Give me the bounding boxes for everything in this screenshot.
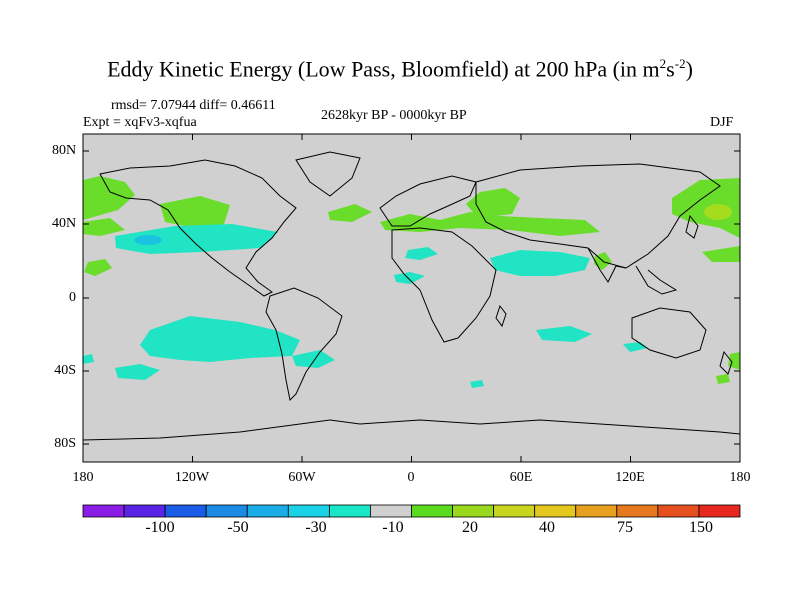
- colorbar-box: [164, 504, 207, 518]
- new-zealand-coast: [719, 350, 733, 375]
- colorbar-label: 150: [689, 519, 713, 536]
- nw-pacific-positive: [83, 176, 135, 220]
- colorbar-label: -30: [305, 519, 327, 536]
- tropical-pacific-positive: [84, 259, 112, 276]
- colorbar-label: -50: [227, 519, 249, 536]
- lon-tick-label: 120W: [174, 470, 210, 485]
- africa-coast: [391, 227, 497, 343]
- atlantic-negative-small: [394, 272, 425, 284]
- lat-tick-label: 80N: [52, 143, 77, 158]
- colorbar-label: 75: [617, 519, 633, 536]
- colorbar: [82, 504, 741, 518]
- lon-tick-label: 120E: [615, 470, 645, 485]
- colorbar-box: [287, 504, 330, 518]
- lat-tick-label: 40N: [52, 216, 77, 231]
- season-label: DJF: [710, 115, 734, 130]
- w-pacific-positive-2: [83, 218, 125, 236]
- africa-negative-small: [405, 247, 438, 260]
- colorbar-box: [657, 504, 700, 518]
- colorbar-label: 20: [462, 519, 478, 536]
- colorbar-label: 40: [539, 519, 555, 536]
- south-east-positive-2: [716, 374, 730, 384]
- australia-coast: [631, 307, 707, 359]
- pacific-core: [134, 235, 162, 245]
- lon-tick-label: 180: [729, 470, 751, 485]
- asia-coast: [475, 163, 721, 269]
- japan-coast: [685, 214, 699, 239]
- colorbar-box: [452, 504, 495, 518]
- rmsd-stat: rmsd= 7.07944 diff= 0.46611: [111, 98, 276, 113]
- arabia-negative: [490, 250, 590, 276]
- map-background: [83, 134, 740, 462]
- lon-tick-label: 60E: [509, 470, 533, 485]
- map-title: Eddy Kinetic Energy (Low Pass, Bloomfiel…: [107, 56, 693, 82]
- south-pacific-negative-3: [292, 350, 335, 368]
- greenland-coast: [295, 151, 361, 197]
- southeast-asia-coast: [635, 265, 678, 295]
- colorbar-box: [698, 504, 741, 518]
- colorbar-box: [534, 504, 577, 518]
- colorbar-label: -100: [145, 519, 175, 536]
- dateline-core: [704, 204, 732, 220]
- south-pacific-negative: [140, 316, 300, 362]
- ne-pacific-positive: [160, 196, 230, 228]
- colorbar-box: [328, 504, 371, 518]
- colorbar-box: [246, 504, 289, 518]
- lon-tick-label: 180: [72, 470, 94, 485]
- europe-coast: [379, 175, 477, 227]
- north-america-coast: [99, 159, 297, 297]
- atlantic-positive: [328, 204, 372, 222]
- colorbar-box: [82, 504, 125, 518]
- colorbar-box: [205, 504, 248, 518]
- colorbar-box: [370, 504, 412, 518]
- period-label: 2628kyr BP - 0000kyr BP: [321, 108, 467, 123]
- india-coast: [587, 247, 627, 283]
- colorbar-box: [575, 504, 618, 518]
- lon-tick-label: 60W: [288, 470, 316, 485]
- coastlines: [82, 151, 741, 441]
- lat-tick-label: 80S: [54, 436, 76, 451]
- lat-tick-label: 40S: [54, 363, 76, 378]
- colorbar-box: [616, 504, 659, 518]
- subtropical-pacific-negative: [115, 224, 278, 254]
- indian-ocean-negative: [536, 326, 592, 342]
- axis-ticks: [82, 134, 741, 462]
- experiment-label: Expt = xqFv3-xqfua: [83, 115, 197, 130]
- colorbar-label: -10: [382, 519, 404, 536]
- colorbar-box: [493, 504, 536, 518]
- south-pacific-negative-2: [115, 364, 160, 380]
- south-atlantic-negative: [470, 380, 484, 388]
- south-america-coast: [265, 287, 343, 402]
- antarctica-coast: [82, 419, 741, 441]
- lat-tick-label: 0: [69, 290, 76, 305]
- madagascar-coast: [495, 304, 507, 328]
- colorbar-box: [123, 504, 166, 518]
- colorbar-box: [411, 504, 453, 518]
- lon-tick-label: 0: [407, 470, 415, 485]
- east-positive-strip: [702, 246, 740, 262]
- south-west-negative: [83, 354, 94, 364]
